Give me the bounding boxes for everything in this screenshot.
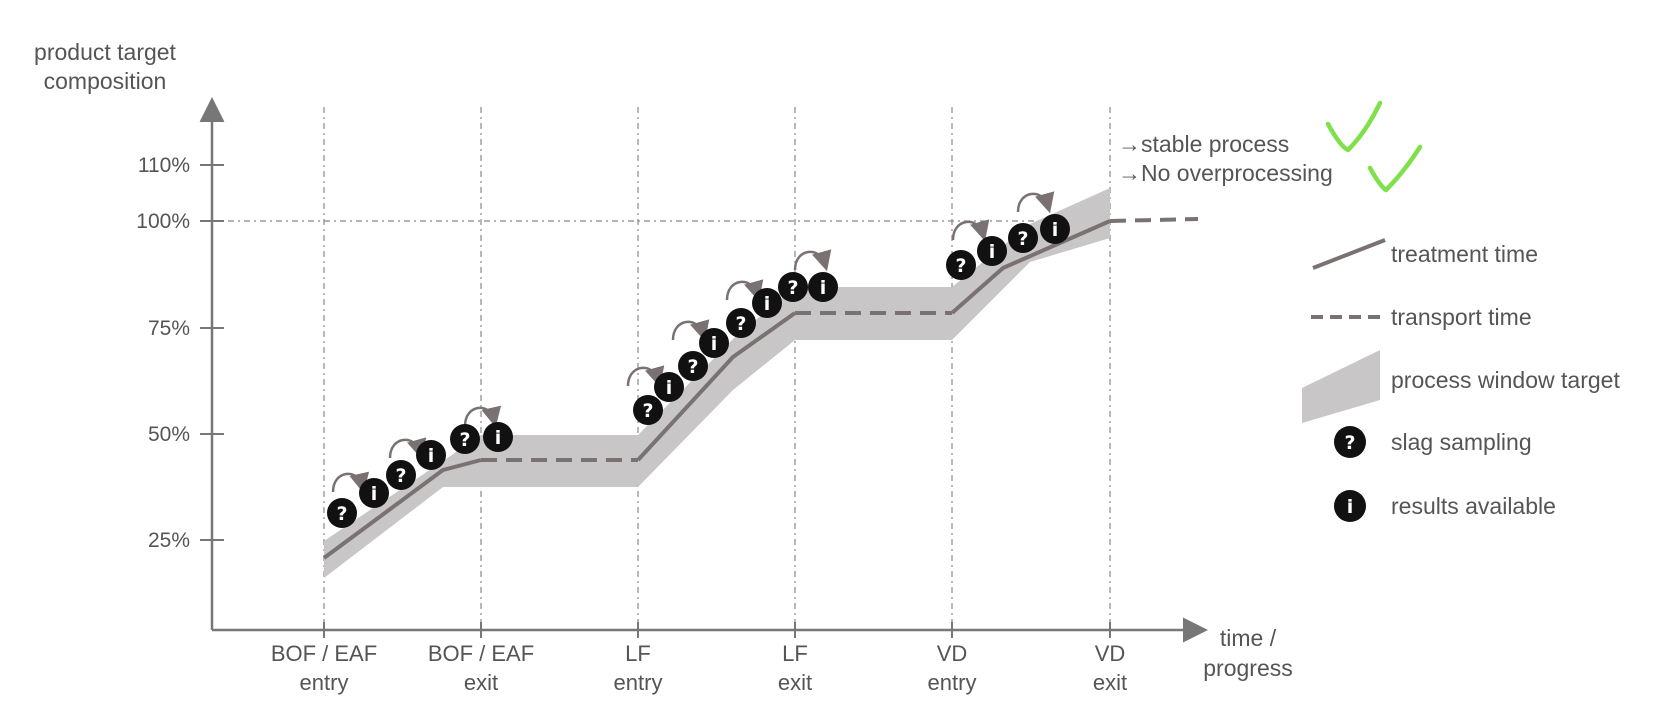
note-no-overprocessing: →No overprocessing	[1118, 160, 1333, 186]
legend-label: results available	[1391, 493, 1556, 519]
slag-sampling-icon	[633, 395, 663, 425]
results-available-icon	[483, 422, 513, 452]
svg-text:?: ?	[955, 255, 966, 277]
treatment-time-line	[322, 219, 1111, 560]
results-available-icon	[752, 288, 782, 318]
svg-text:?: ?	[735, 313, 746, 335]
curl-arrow-icon	[793, 249, 832, 272]
curl-arrow-icon	[671, 319, 710, 342]
y-tick-label: 75%	[148, 317, 190, 340]
slag-sampling-icon	[1334, 426, 1366, 458]
svg-text:?: ?	[336, 503, 347, 525]
slag-sampling-icon	[450, 424, 480, 454]
y-tick-label: 100%	[136, 210, 190, 233]
legend: treatment time transport time process wi…	[1302, 238, 1620, 522]
stage-label-line2: exit	[464, 670, 498, 695]
svg-text:i: i	[764, 293, 771, 315]
note-stable-process: →stable process	[1118, 131, 1289, 157]
svg-text:i: i	[428, 445, 435, 467]
svg-text:i: i	[1347, 496, 1354, 518]
stage-label-line1: BOF / EAF	[428, 641, 534, 666]
legend-label: transport time	[1391, 304, 1532, 330]
results-available-icon	[1040, 214, 1070, 244]
stage-label-line1: LF	[782, 641, 808, 666]
treatment-segment-bof	[322, 458, 482, 560]
slag-sampling-icon	[678, 351, 708, 381]
svg-text:?: ?	[1344, 432, 1355, 454]
legend-solid-line-swatch	[1312, 238, 1386, 270]
y-axis-title-line1: product target	[34, 39, 177, 65]
svg-text:?: ?	[642, 400, 653, 422]
results-available-icon	[977, 236, 1007, 266]
results-available-icon	[1334, 490, 1366, 522]
x-tick-marks	[323, 622, 1111, 638]
svg-text:i: i	[711, 333, 718, 355]
y-tick-marks	[200, 164, 224, 541]
curl-arrow-icon	[1016, 191, 1055, 214]
stage-label-line1: LF	[625, 641, 651, 666]
svg-text:i: i	[495, 427, 502, 449]
stage-label-line2: entry	[300, 670, 349, 695]
svg-text:i: i	[820, 277, 827, 299]
svg-text:?: ?	[787, 277, 798, 299]
results-available-icon	[699, 328, 729, 358]
sample-result-arrows	[331, 191, 1055, 494]
svg-text:?: ?	[1017, 228, 1028, 250]
y-tick-label: 110%	[138, 154, 190, 177]
bof-markers: ? i ? i ? i	[327, 422, 513, 528]
stage-label-line2: exit	[778, 670, 812, 695]
slag-sampling-icon	[386, 460, 416, 490]
y-tick-label: 50%	[148, 423, 190, 446]
check-icon	[1325, 100, 1383, 153]
svg-text:?: ?	[687, 356, 698, 378]
results-available-icon	[359, 478, 389, 508]
slag-sampling-icon	[778, 272, 808, 302]
vd-markers: ? i ? i	[946, 214, 1070, 280]
curl-arrow-icon	[331, 471, 370, 494]
slag-sampling-icon	[946, 250, 976, 280]
legend-label: process window target	[1391, 367, 1620, 393]
slag-sampling-icon	[726, 308, 756, 338]
svg-text:i: i	[989, 241, 996, 263]
transport-time-line	[481, 217, 1199, 462]
legend-band-swatch	[1302, 350, 1380, 423]
stage-label-line2: entry	[614, 670, 663, 695]
transport-segment-after-vd	[1109, 217, 1199, 223]
curl-arrow-icon	[951, 219, 990, 242]
legend-label: treatment time	[1391, 241, 1538, 267]
svg-text:?: ?	[459, 429, 470, 451]
stage-label-line1: VD	[937, 641, 968, 666]
y-tick-label: 25%	[148, 529, 190, 552]
results-available-icon	[808, 272, 838, 302]
slag-sampling-icon	[327, 498, 357, 528]
curl-arrow-icon	[463, 405, 502, 428]
stage-label-line1: BOF / EAF	[271, 641, 377, 666]
curl-arrow-icon	[626, 365, 665, 388]
results-available-icon	[416, 440, 446, 470]
lf-markers: ? i ? i ? i ? i	[633, 272, 838, 425]
curl-arrow-icon	[725, 279, 764, 302]
svg-text:i: i	[666, 377, 673, 399]
x-axis-title-line2: progress	[1203, 655, 1292, 681]
x-axis-title-line1: time /	[1220, 625, 1277, 651]
y-axis-title-line2: composition	[44, 68, 167, 94]
stage-label-line1: VD	[1095, 641, 1126, 666]
stage-label-line2: exit	[1093, 670, 1127, 695]
curl-arrow-icon	[388, 437, 427, 460]
results-available-icon	[654, 372, 684, 402]
treatment-segment-lf	[636, 311, 797, 462]
check-icon	[1367, 144, 1423, 193]
svg-text:i: i	[371, 483, 378, 505]
slag-sampling-icon	[1008, 223, 1038, 253]
treatment-segment-vd	[950, 219, 1111, 315]
process-window-band	[324, 188, 1110, 578]
legend-label: slag sampling	[1391, 429, 1532, 455]
svg-text:i: i	[1052, 219, 1059, 241]
svg-text:?: ?	[395, 465, 406, 487]
stage-label-line2: entry	[928, 670, 977, 695]
